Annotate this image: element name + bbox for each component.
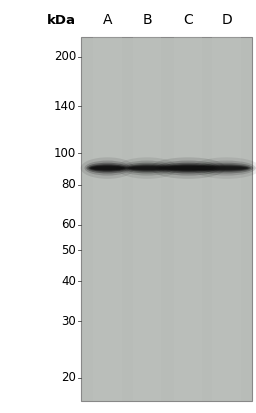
Text: 60: 60 xyxy=(61,218,76,231)
Text: 140: 140 xyxy=(54,100,76,113)
FancyBboxPatch shape xyxy=(81,37,252,401)
FancyBboxPatch shape xyxy=(212,37,241,401)
Ellipse shape xyxy=(123,163,171,173)
Ellipse shape xyxy=(84,161,131,176)
Text: 50: 50 xyxy=(61,244,76,256)
Ellipse shape xyxy=(206,166,247,170)
Text: D: D xyxy=(221,13,232,27)
Text: 80: 80 xyxy=(61,178,76,191)
Ellipse shape xyxy=(86,163,129,173)
Ellipse shape xyxy=(202,164,251,172)
Ellipse shape xyxy=(163,165,213,171)
Ellipse shape xyxy=(90,165,125,171)
Text: kDa: kDa xyxy=(47,14,76,27)
Text: 200: 200 xyxy=(54,50,76,63)
Ellipse shape xyxy=(117,157,178,179)
Ellipse shape xyxy=(151,157,226,179)
Ellipse shape xyxy=(158,163,218,173)
Ellipse shape xyxy=(91,166,124,170)
Ellipse shape xyxy=(156,161,220,176)
FancyBboxPatch shape xyxy=(93,37,122,401)
Ellipse shape xyxy=(81,157,134,179)
Ellipse shape xyxy=(197,161,256,176)
Text: 100: 100 xyxy=(54,147,76,160)
Text: 30: 30 xyxy=(61,315,76,328)
FancyBboxPatch shape xyxy=(133,37,161,401)
Text: 20: 20 xyxy=(61,371,76,385)
Ellipse shape xyxy=(193,157,256,179)
Ellipse shape xyxy=(204,165,249,171)
Ellipse shape xyxy=(200,163,253,173)
Ellipse shape xyxy=(88,164,127,172)
Ellipse shape xyxy=(125,164,169,172)
Ellipse shape xyxy=(161,164,215,172)
Text: B: B xyxy=(142,13,152,27)
Ellipse shape xyxy=(121,161,173,176)
Ellipse shape xyxy=(165,166,211,170)
Ellipse shape xyxy=(127,165,167,171)
FancyBboxPatch shape xyxy=(174,37,202,401)
Text: C: C xyxy=(183,13,193,27)
Text: A: A xyxy=(103,13,112,27)
Text: 40: 40 xyxy=(61,275,76,288)
Ellipse shape xyxy=(129,166,166,170)
